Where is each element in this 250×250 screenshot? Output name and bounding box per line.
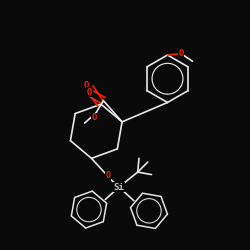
Text: O: O [84,82,89,90]
Text: O: O [178,49,184,58]
Text: Si: Si [114,182,124,192]
Text: O: O [105,171,110,180]
Text: O: O [87,88,92,97]
Text: O: O [91,113,96,122]
